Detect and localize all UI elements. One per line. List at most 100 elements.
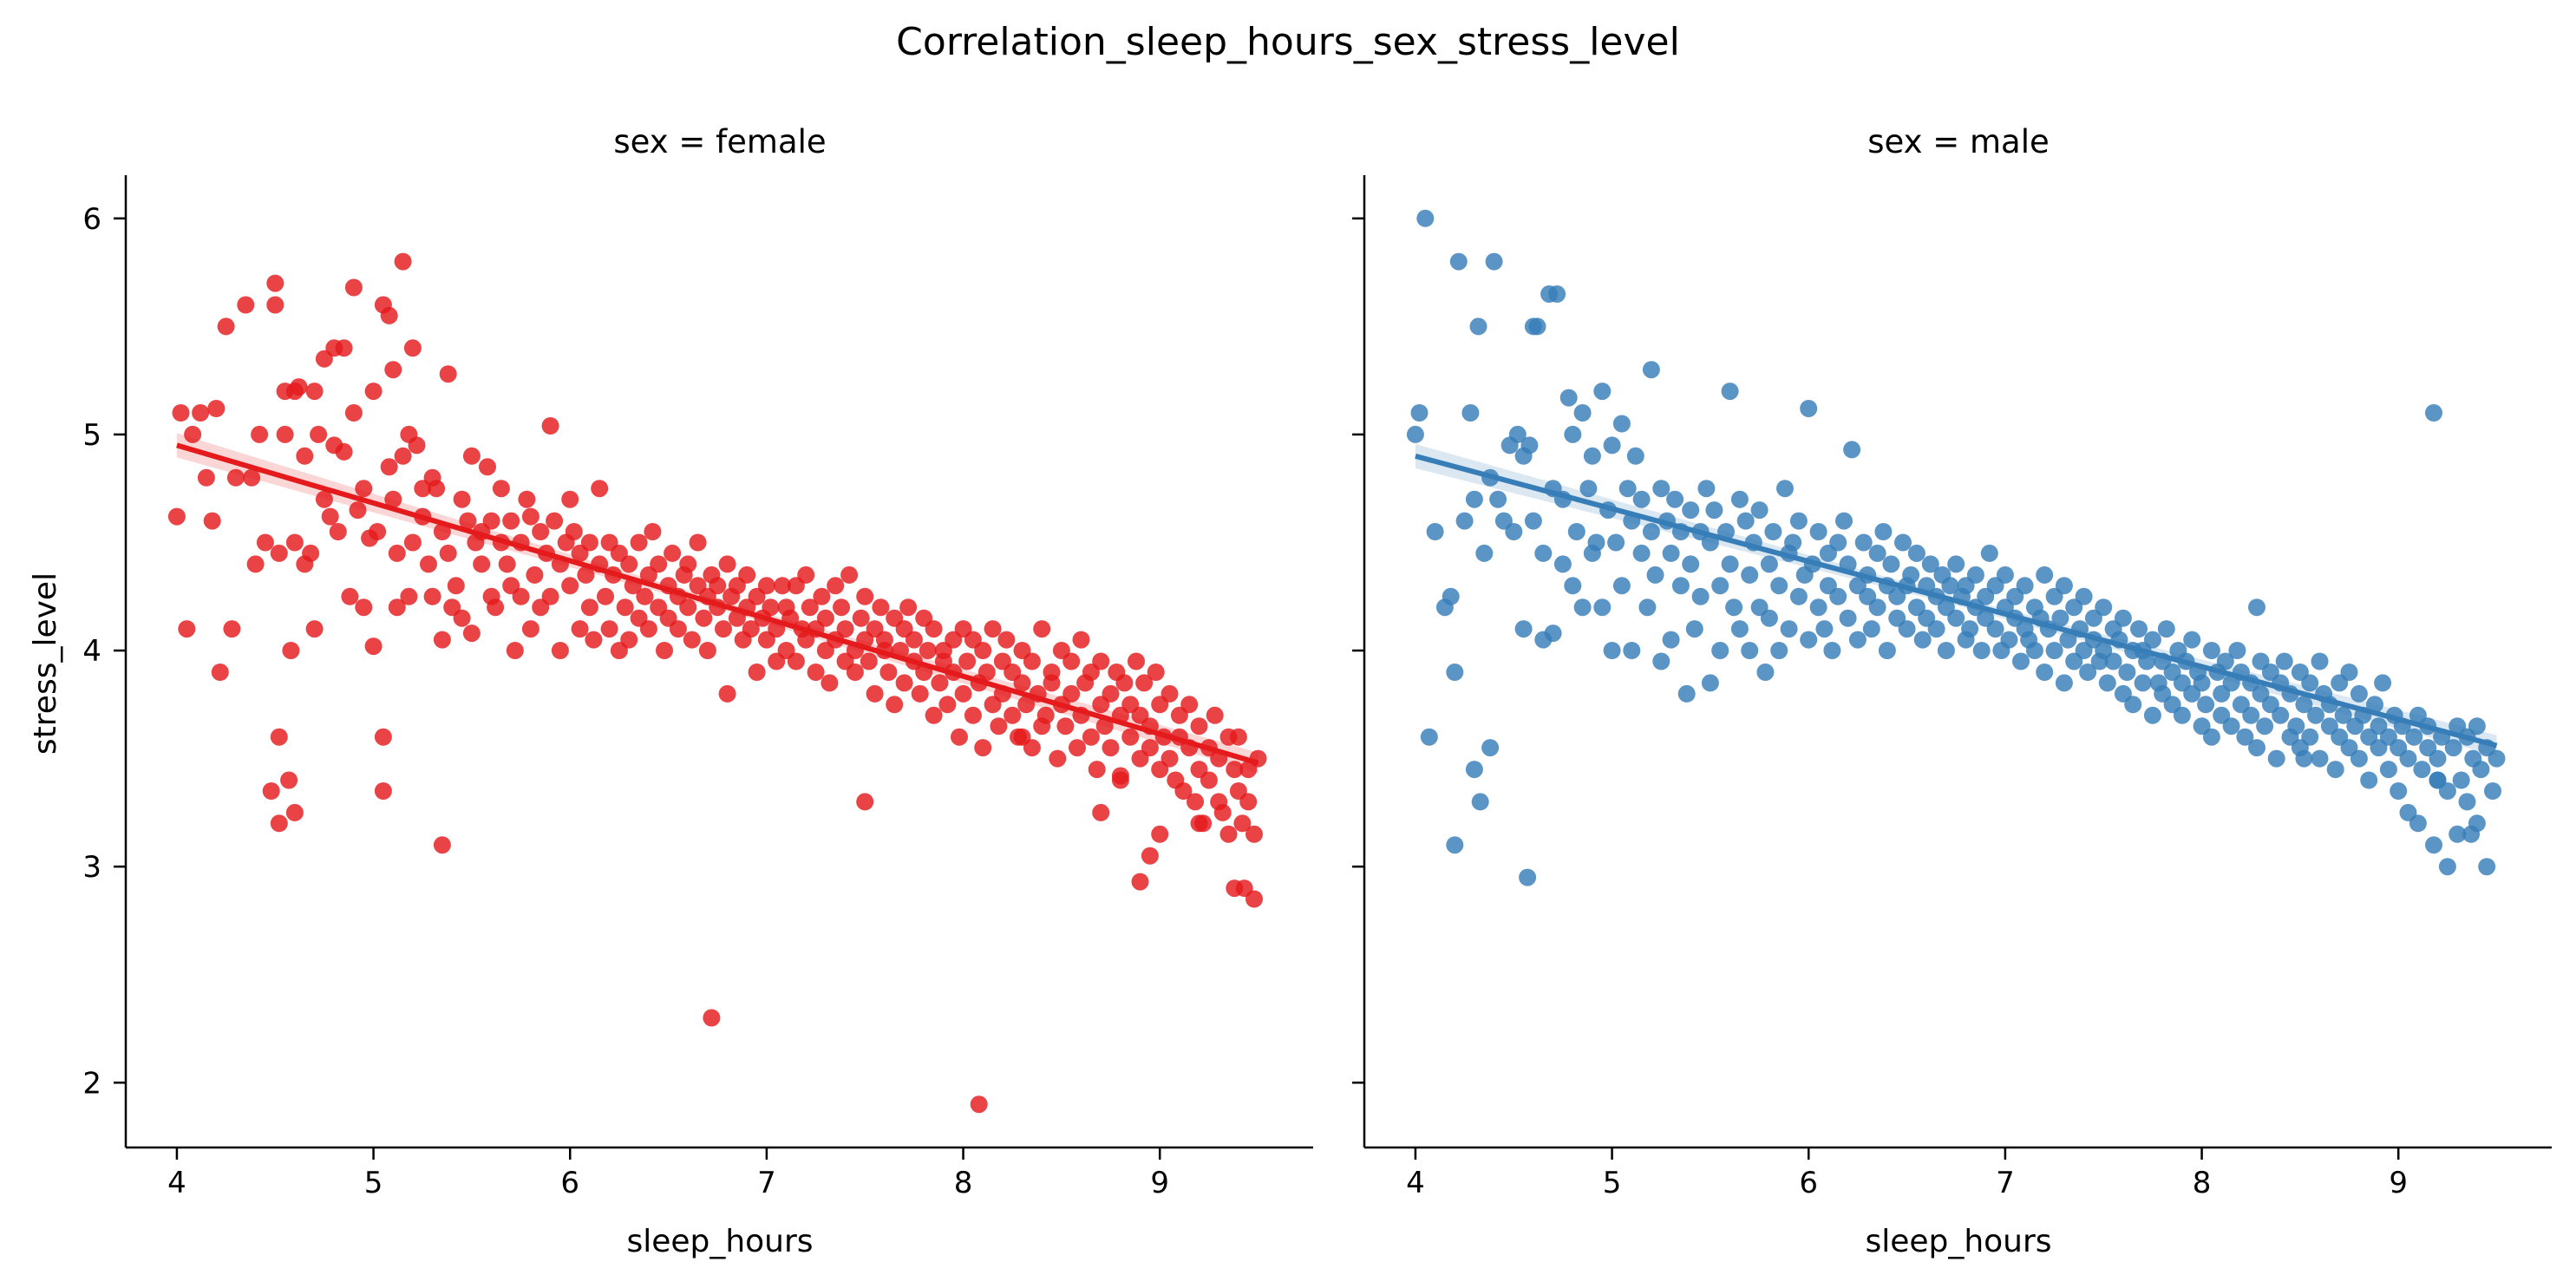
scatter-point <box>1579 480 1598 498</box>
scatter-point <box>551 642 569 659</box>
scatter-point <box>302 544 320 562</box>
scatter-point <box>2036 566 2054 584</box>
scatter-point <box>285 533 304 552</box>
scatter-point <box>256 533 274 552</box>
scatter-point <box>1544 624 1562 643</box>
scatter-point <box>1489 490 1507 508</box>
scatter-point <box>1161 749 1179 768</box>
scatter-point <box>872 598 890 617</box>
scatter-point <box>1593 382 1612 401</box>
scatter-point <box>1567 523 1585 540</box>
scatter-point <box>718 555 736 573</box>
scatter-point <box>380 306 398 324</box>
scatter-panel-female: 4 5 6 7 8 9 2 3 4 5 6 <box>82 175 1313 1200</box>
scatter-point <box>2374 674 2392 692</box>
scatter-point <box>2098 674 2116 692</box>
scatter-point <box>1190 717 1208 736</box>
scatter-point <box>1666 490 1684 508</box>
scatter-point <box>1508 425 1527 443</box>
scatter-point <box>827 577 845 595</box>
panel-title-male: sex = male <box>1867 123 2050 160</box>
scatter-point <box>2075 587 2093 605</box>
scatter-point <box>1776 480 1794 498</box>
scatter-point <box>1485 252 1503 271</box>
scatter-point <box>1524 512 1542 530</box>
scatter-point <box>797 566 815 584</box>
scatter-point <box>1206 706 1224 724</box>
scatter-point <box>1219 825 1238 843</box>
scatter-point <box>1868 544 1886 562</box>
scatter-point <box>964 706 982 724</box>
scatter-point <box>2236 728 2254 746</box>
scatter-point <box>879 664 898 681</box>
scatter-point <box>801 598 819 617</box>
scatter-point <box>2444 739 2462 757</box>
scatter-point <box>1446 836 1464 854</box>
scatter-point <box>856 587 874 605</box>
scatter-point <box>1800 400 1818 417</box>
scatter-point <box>1980 544 1998 562</box>
scatter-point <box>403 533 422 552</box>
scatter-point <box>192 404 210 422</box>
scatter-point <box>462 624 481 643</box>
scatter-point <box>1072 631 1090 649</box>
scatter-point <box>664 544 682 562</box>
scatter-point <box>1789 587 1808 605</box>
scatter-point <box>1564 425 1582 443</box>
scatter-point <box>374 728 392 746</box>
scatter-point <box>938 696 957 714</box>
scatter-point <box>266 296 284 314</box>
scatter-point <box>1548 285 1566 303</box>
scatter-point <box>1471 793 1489 811</box>
scatter-point <box>1770 642 1788 659</box>
scatter-point <box>1564 577 1582 595</box>
x-tick-label: 9 <box>1150 1166 1169 1200</box>
scatter-point <box>1128 652 1145 670</box>
scatter-point <box>369 523 387 540</box>
scatter-point <box>2138 652 2156 670</box>
x-axis-label-female: sleep_hours <box>626 1224 813 1259</box>
scatter-point <box>2045 642 2063 659</box>
scatter-point <box>394 252 412 271</box>
scatter-point <box>1519 868 1537 886</box>
x-tick-label: 7 <box>757 1166 776 1200</box>
scatter-point <box>1843 441 1861 459</box>
scatter-point <box>2173 706 2191 724</box>
scatter-point <box>285 803 304 821</box>
scatter-point <box>439 365 457 383</box>
scatter-point <box>1642 523 1660 540</box>
scatter-point <box>1809 598 1827 617</box>
scatter-point <box>860 652 878 670</box>
scatter-point <box>2267 749 2285 768</box>
scatter-point <box>2275 652 2293 670</box>
scatter-point <box>1449 252 1468 271</box>
scatter-point <box>679 598 697 617</box>
scatter-point <box>846 664 864 681</box>
scatter-point <box>1200 771 1218 789</box>
scatter-point <box>172 404 190 422</box>
scatter-point <box>886 696 904 714</box>
scatter-point <box>1760 555 1778 573</box>
scatter-point <box>1141 847 1159 865</box>
scatter-point <box>1921 555 1939 573</box>
scatter-point <box>852 609 870 627</box>
scatter-point <box>1652 652 1670 670</box>
scatter-point <box>1829 533 1847 552</box>
scatter-point <box>689 533 707 552</box>
scatter-point <box>374 782 392 800</box>
scatter-point <box>2429 771 2447 789</box>
scatter-point <box>1092 803 1110 821</box>
scatter-point <box>2438 858 2456 876</box>
scatter-point <box>1986 620 2004 638</box>
scatter-point <box>2222 717 2240 736</box>
scatter-point <box>644 523 662 540</box>
scatter-point <box>1730 620 1749 638</box>
scatter-point <box>1966 566 1984 584</box>
scatter-point <box>2350 684 2368 703</box>
scatter-point <box>597 587 614 605</box>
x-tick-label: 6 <box>560 1166 579 1200</box>
scatter-point <box>521 507 539 526</box>
scatter-point <box>344 278 363 297</box>
scatter-point <box>813 587 831 605</box>
